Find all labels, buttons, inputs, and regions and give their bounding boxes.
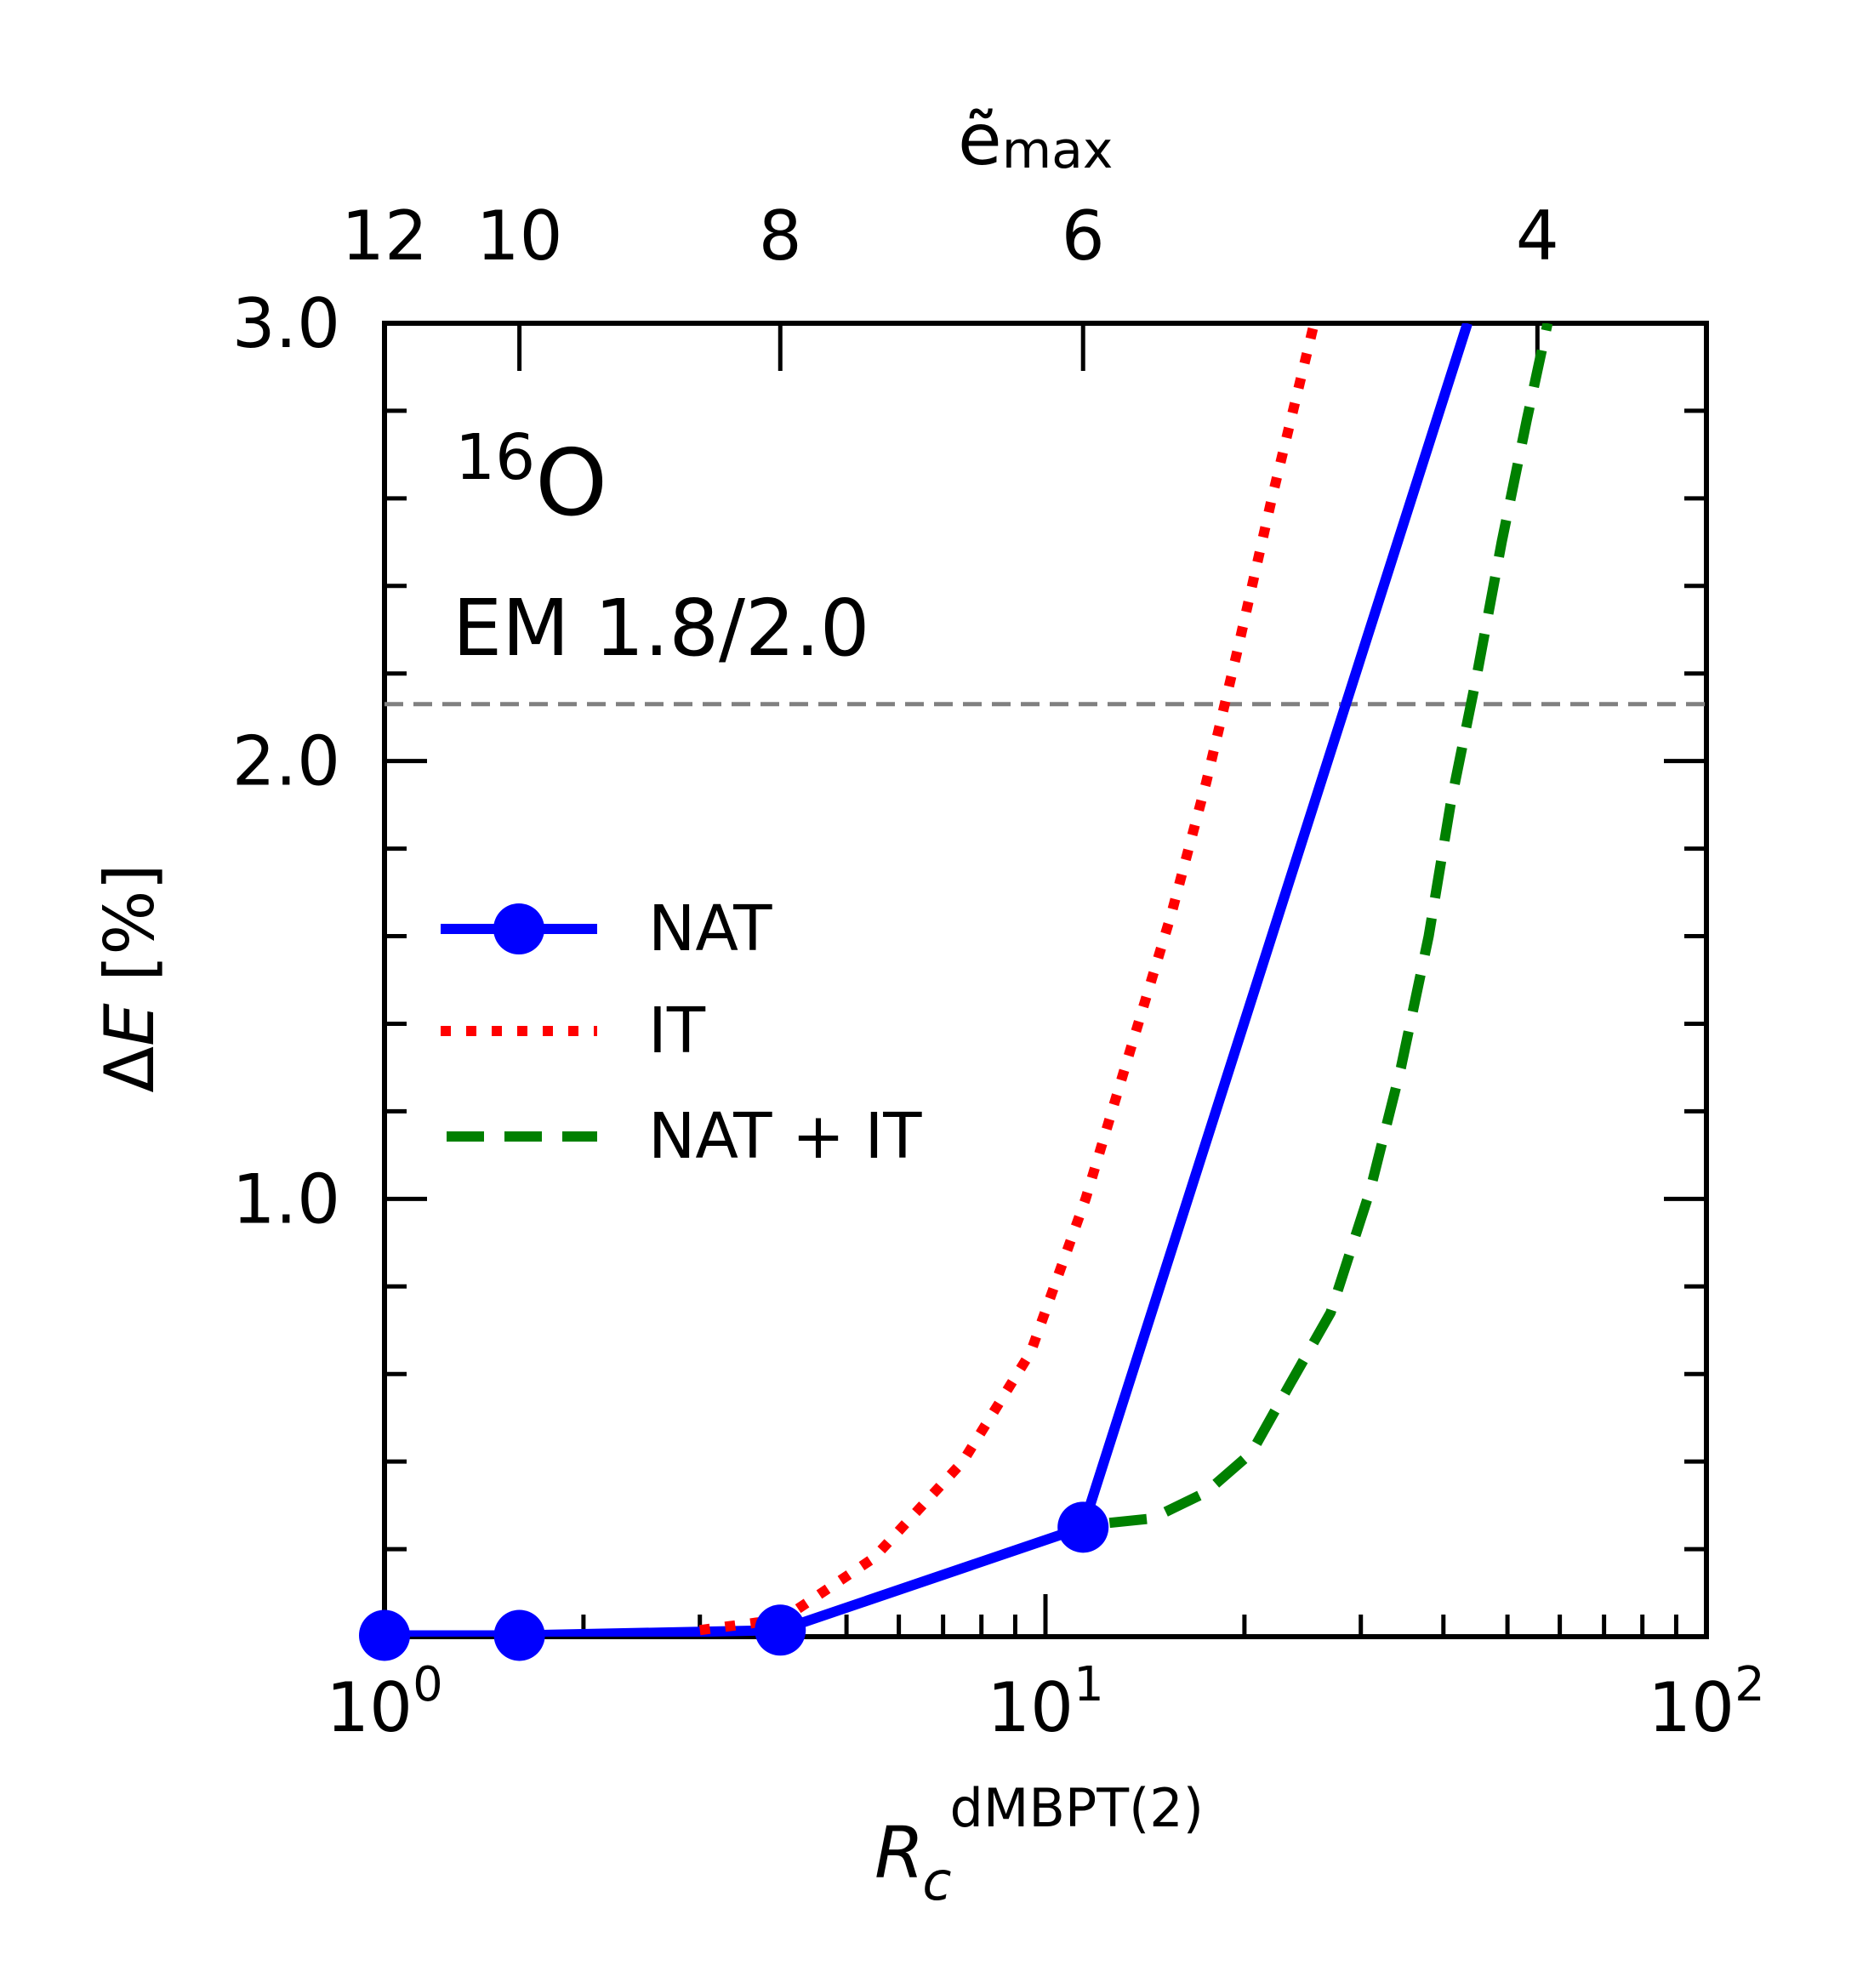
nucleus-mass: 16 [455, 421, 535, 494]
top-axis-label-sub: max [1002, 121, 1114, 180]
x-axis-label-sup: dMBPT(2) [949, 1777, 1203, 1839]
x-tick-label-base: 10 [326, 1668, 413, 1747]
legend: NAT IT NAT + IT [441, 892, 922, 1173]
x-axis-label-main: R [874, 1811, 924, 1894]
x-tick-label: 101 [987, 1657, 1103, 1747]
top-axis-tick-label: 12 [341, 197, 428, 276]
x-tick-label-exp: 1 [1074, 1657, 1104, 1712]
x-axis-label-sub: c [922, 1850, 951, 1912]
x-tick-label: 102 [1648, 1657, 1764, 1747]
x-axis-label: Rc dMBPT(2) [874, 1777, 1204, 1912]
legend-item-it: IT [441, 994, 706, 1068]
x-tick-label-base: 10 [1648, 1668, 1735, 1747]
y-axis-label-delta: Δ [90, 1046, 169, 1093]
y-axis-label: ΔE [%] [90, 863, 169, 1092]
x-tick-label-exp: 2 [1735, 1657, 1765, 1712]
y-axis-label-var: E [90, 1003, 169, 1046]
series-line-nat-it [1108, 323, 1553, 1529]
top-axis-label: ẽmax [958, 98, 1113, 181]
top-axis-label-base: ẽ [958, 98, 1002, 181]
markers-group [359, 1501, 1109, 1661]
x-tick-label-base: 10 [987, 1668, 1074, 1747]
series-marker-nat [1057, 1501, 1109, 1553]
interaction-label: EM 1.8/2.0 [453, 583, 869, 674]
series-marker-nat [755, 1604, 806, 1656]
series-marker-nat [493, 1609, 545, 1661]
y-axis-label-unit: [%] [90, 863, 169, 1003]
legend-label-nat: NAT [648, 892, 772, 966]
nucleus-label: 16O [455, 421, 607, 537]
x-tick-label: 100 [326, 1657, 442, 1747]
y-tick-label: 3.0 [232, 284, 340, 363]
top-axis-tick-label: 6 [1062, 197, 1105, 276]
y-tick-label: 1.0 [232, 1159, 340, 1239]
x-tick-label-exp: 0 [413, 1657, 443, 1712]
legend-item-nat-it: NAT + IT [447, 1100, 922, 1173]
series-marker-nat [359, 1609, 410, 1661]
legend-label-it: IT [648, 994, 706, 1068]
top-axis-tick-label: 8 [759, 197, 802, 276]
ticks-group [382, 321, 1709, 1637]
y-tick-label: 2.0 [232, 722, 340, 801]
top-axis-tick-label: 4 [1516, 197, 1559, 276]
top-axis-tick-label: 10 [476, 197, 563, 276]
legend-item-nat: NAT [441, 892, 772, 966]
legend-marker-nat [493, 903, 544, 954]
legend-label-nat-it: NAT + IT [648, 1100, 922, 1173]
series-line-it [698, 323, 1319, 1636]
nucleus-symbol: O [535, 430, 607, 537]
